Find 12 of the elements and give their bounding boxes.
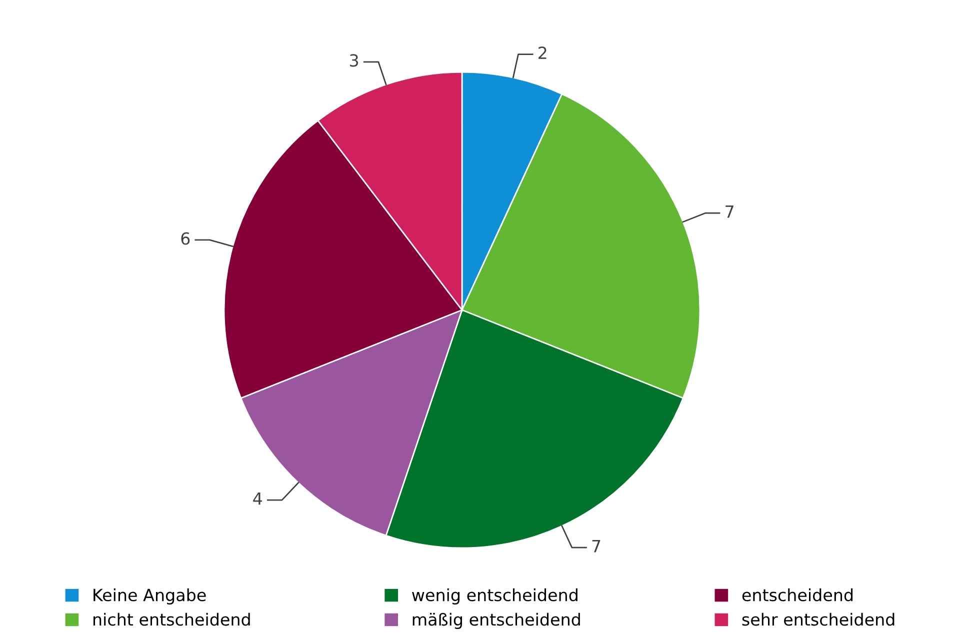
legend-label: Keine Angabe: [94, 588, 206, 605]
legend-label: mäßig entscheidend: [412, 612, 580, 629]
data-label: 6: [181, 232, 190, 245]
legend-label: wenig entscheidend: [412, 588, 578, 605]
data-label: 7: [726, 206, 734, 218]
legend-label: sehr entscheidend: [742, 612, 894, 626]
data-label: 3: [350, 54, 358, 67]
data-label: 2: [538, 46, 546, 59]
data-label: 4: [253, 492, 262, 505]
data-label: 7: [592, 540, 600, 552]
legend-label: nicht entscheidend: [93, 612, 250, 626]
legend-label: entscheidend: [742, 588, 853, 602]
